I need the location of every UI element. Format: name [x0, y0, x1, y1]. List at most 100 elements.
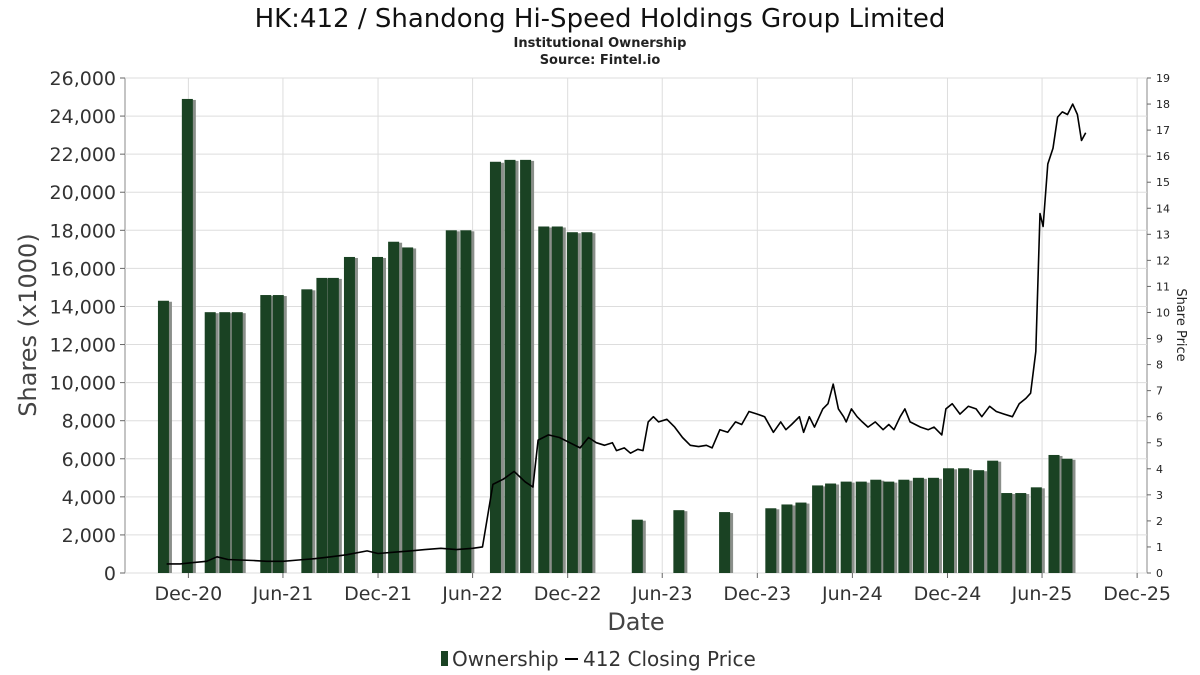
- right-tick-label: 4: [1156, 463, 1163, 476]
- ownership-bar: [538, 226, 550, 573]
- x-tick-label: Dec-20: [154, 583, 222, 605]
- ownership-bar: [1015, 493, 1027, 573]
- right-tick-label: 17: [1156, 124, 1170, 137]
- x-tick-label: Dec-24: [914, 583, 982, 605]
- ownership-bar: [181, 98, 193, 573]
- ownership-bar: [883, 481, 895, 573]
- ownership-bar: [958, 468, 970, 573]
- left-tick-label: 10,000: [50, 373, 116, 395]
- ownership-bar: [316, 277, 328, 573]
- ownership-bar: [912, 477, 924, 573]
- right-tick-label: 2: [1156, 515, 1163, 528]
- ownership-bar: [1030, 487, 1042, 573]
- x-axis-title: Date: [607, 608, 664, 636]
- ownership-bar: [943, 468, 955, 573]
- ownership-bar: [781, 504, 793, 573]
- ownership-bar: [1061, 458, 1073, 573]
- x-tick-label: Dec-23: [723, 583, 791, 605]
- x-tick-label: Jun-22: [441, 583, 503, 605]
- ownership-bar: [551, 226, 563, 573]
- ownership-bar: [260, 295, 272, 573]
- x-tick-label: Dec-25: [1103, 583, 1171, 605]
- x-tick-label: Dec-22: [534, 583, 602, 605]
- ownership-bar: [460, 230, 472, 574]
- ownership-bar: [402, 247, 414, 573]
- right-tick-label: 15: [1156, 176, 1170, 189]
- right-tick-label: 13: [1156, 228, 1170, 241]
- left-tick-label: 8,000: [62, 411, 116, 433]
- ownership-bar: [1048, 454, 1060, 573]
- ownership-bar: [673, 510, 685, 573]
- legend-label-ownership: Ownership: [452, 647, 559, 671]
- right-tick-label: 1: [1156, 541, 1163, 554]
- left-tick-label: 20,000: [50, 182, 116, 204]
- right-tick-label: 10: [1156, 306, 1170, 319]
- ownership-bars: [157, 98, 1076, 574]
- ownership-bar: [795, 502, 807, 573]
- ownership-bar: [157, 300, 169, 573]
- right-tick-label: 16: [1156, 150, 1170, 163]
- ownership-bar: [520, 159, 532, 573]
- ownership-bar: [388, 241, 400, 573]
- left-tick-label: 22,000: [50, 144, 116, 166]
- ownership-bar: [870, 479, 882, 573]
- ownership-bar: [489, 161, 501, 573]
- right-tick-label: 8: [1156, 359, 1163, 372]
- left-tick-label: 2,000: [62, 525, 116, 547]
- ownership-bar: [445, 230, 457, 574]
- ownership-bar: [927, 477, 939, 573]
- right-tick-label: 0: [1156, 567, 1163, 580]
- ownership-bar: [719, 512, 731, 573]
- ownership-bar: [973, 470, 985, 573]
- ownership-bar: [898, 479, 910, 573]
- right-tick-label: 9: [1156, 333, 1163, 346]
- y-axis-title: Shares (x1000): [14, 233, 42, 416]
- price-line-layer: [166, 103, 1087, 565]
- ownership-bar: [272, 295, 284, 573]
- ownership-bar: [825, 483, 837, 573]
- left-tick-label: 24,000: [50, 106, 116, 128]
- left-tick-label: 12,000: [50, 335, 116, 357]
- chart-subtitle-ownership: Institutional Ownership: [514, 36, 687, 51]
- ownership-bar: [581, 232, 593, 573]
- left-tick-label: 14,000: [50, 296, 116, 318]
- ownership-bar: [812, 485, 824, 573]
- ownership-bar: [987, 460, 999, 573]
- x-tick-label: Jun-24: [821, 583, 883, 605]
- ownership-bar: [504, 159, 516, 573]
- left-tick-label: 6,000: [62, 449, 116, 471]
- ownership-bar: [855, 481, 867, 573]
- x-tick-label: Jun-21: [252, 583, 314, 605]
- right-tick-label: 11: [1156, 280, 1170, 293]
- ownership-bar: [327, 277, 339, 573]
- right-tick-label: 5: [1156, 437, 1163, 450]
- ownership-bar: [219, 312, 231, 573]
- legend: Ownership 412 Closing Price: [441, 647, 756, 671]
- right-tick-label: 18: [1156, 98, 1170, 111]
- left-tick-label: 16,000: [50, 258, 116, 280]
- left-axis-ticks: 0 2,000 4,000 6,000 8,000 10,000 12,000 14,000 1…: [50, 68, 125, 585]
- right-tick-label: 14: [1156, 202, 1170, 215]
- y2-axis-title: Share Price: [1173, 288, 1188, 361]
- right-tick-label: 7: [1156, 385, 1163, 398]
- x-axis-ticks: Dec-20 Jun-21 Dec-21 Jun-22 Dec-22 Jun-23 Dec-…: [154, 573, 1171, 605]
- ownership-bar: [301, 289, 313, 573]
- ownership-bar: [840, 481, 852, 573]
- right-tick-label: 19: [1156, 72, 1170, 85]
- ownership-bar: [566, 232, 578, 573]
- x-tick-label: Dec-21: [344, 583, 412, 605]
- ownership-bar: [1001, 493, 1013, 573]
- legend-swatch-ownership: [441, 651, 448, 666]
- x-tick-label: Jun-25: [1011, 583, 1073, 605]
- x-tick-label: Jun-23: [631, 583, 693, 605]
- right-tick-label: 3: [1156, 489, 1163, 502]
- ownership-bar: [372, 256, 384, 573]
- ownership-bar: [765, 508, 777, 573]
- legend-label-price: 412 Closing Price: [583, 647, 756, 671]
- left-tick-label: 4,000: [62, 487, 116, 509]
- ownership-bar: [204, 312, 216, 573]
- chart-title: HK:412 / Shandong Hi-Speed Holdings Grou…: [255, 4, 946, 34]
- chart-subtitle-source: Source: Fintel.io: [540, 53, 661, 68]
